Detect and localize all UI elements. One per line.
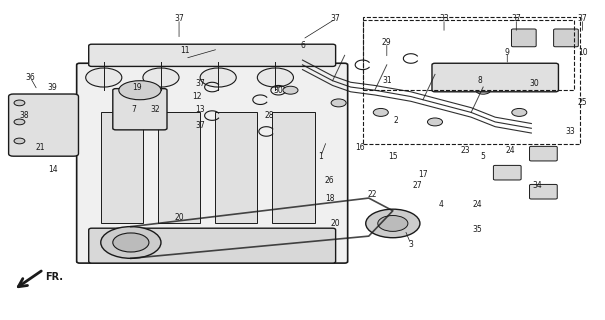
Text: 36: 36 [25,73,35,82]
FancyBboxPatch shape [529,146,557,161]
Bar [101,112,143,223]
Text: 23: 23 [460,146,470,155]
Ellipse shape [14,138,25,144]
Bar [158,112,200,223]
Text: 31: 31 [382,76,391,85]
FancyBboxPatch shape [494,165,521,180]
Text: 7: 7 [131,105,136,114]
Text: 19: 19 [132,83,142,92]
Text: 6: 6 [300,41,305,50]
Ellipse shape [373,108,388,116]
Bar [215,112,257,223]
Bar [272,112,315,223]
Text: 14: 14 [48,165,57,174]
Text: 38: 38 [19,111,29,120]
Text: 29: 29 [382,38,391,47]
Text: FR.: FR. [45,272,63,282]
Text: 11: 11 [180,46,190,55]
Text: 5: 5 [481,152,486,161]
FancyBboxPatch shape [8,94,79,156]
Ellipse shape [113,233,149,252]
Bar [363,17,580,144]
Text: 30: 30 [529,79,539,88]
Ellipse shape [512,108,527,116]
Text: 24: 24 [505,146,515,155]
FancyBboxPatch shape [113,89,167,130]
Text: 37: 37 [195,79,205,88]
Ellipse shape [14,100,25,106]
Ellipse shape [101,227,161,258]
Text: 35: 35 [473,225,482,234]
Text: 21: 21 [36,143,45,152]
Ellipse shape [428,118,442,126]
Text: 33: 33 [566,127,575,136]
Text: 37: 37 [578,14,587,23]
Text: 28: 28 [264,111,274,120]
Ellipse shape [257,68,293,87]
Text: 30: 30 [273,86,283,95]
Text: 9: 9 [505,48,509,57]
FancyBboxPatch shape [529,184,557,199]
FancyBboxPatch shape [554,29,578,47]
Text: 20: 20 [174,212,184,222]
FancyBboxPatch shape [432,63,558,92]
Text: 17: 17 [418,170,428,179]
Text: 8: 8 [478,76,483,85]
Text: 22: 22 [367,190,376,199]
FancyBboxPatch shape [511,29,536,47]
Text: 2: 2 [393,116,398,125]
Text: 37: 37 [331,14,341,23]
Text: 27: 27 [412,181,422,190]
Ellipse shape [200,68,237,87]
FancyBboxPatch shape [89,228,336,263]
Text: 18: 18 [325,194,335,203]
Ellipse shape [119,81,161,100]
FancyBboxPatch shape [77,63,348,263]
Text: 37: 37 [195,121,205,130]
Text: 34: 34 [532,181,542,190]
Text: 37: 37 [174,14,184,23]
Text: 12: 12 [192,92,202,101]
Text: 39: 39 [48,83,57,92]
Text: 4: 4 [439,200,443,209]
Ellipse shape [283,86,298,94]
Text: 10: 10 [578,48,587,57]
Bar [363,20,574,90]
Text: 1: 1 [318,152,323,161]
Text: 33: 33 [439,14,449,23]
Text: 3: 3 [408,240,413,249]
Text: 24: 24 [473,200,482,209]
Ellipse shape [378,215,408,231]
Ellipse shape [14,119,25,125]
Text: 20: 20 [331,219,341,228]
Text: 15: 15 [388,152,397,161]
Ellipse shape [143,68,179,87]
FancyBboxPatch shape [89,44,336,67]
Text: 16: 16 [355,143,365,152]
Text: 26: 26 [325,176,335,185]
Text: 13: 13 [195,105,205,114]
Ellipse shape [86,68,122,87]
Text: 37: 37 [511,14,521,23]
Text: 32: 32 [150,105,160,114]
Ellipse shape [331,99,346,107]
Ellipse shape [366,209,420,238]
Text: 25: 25 [578,99,587,108]
Ellipse shape [476,86,491,94]
